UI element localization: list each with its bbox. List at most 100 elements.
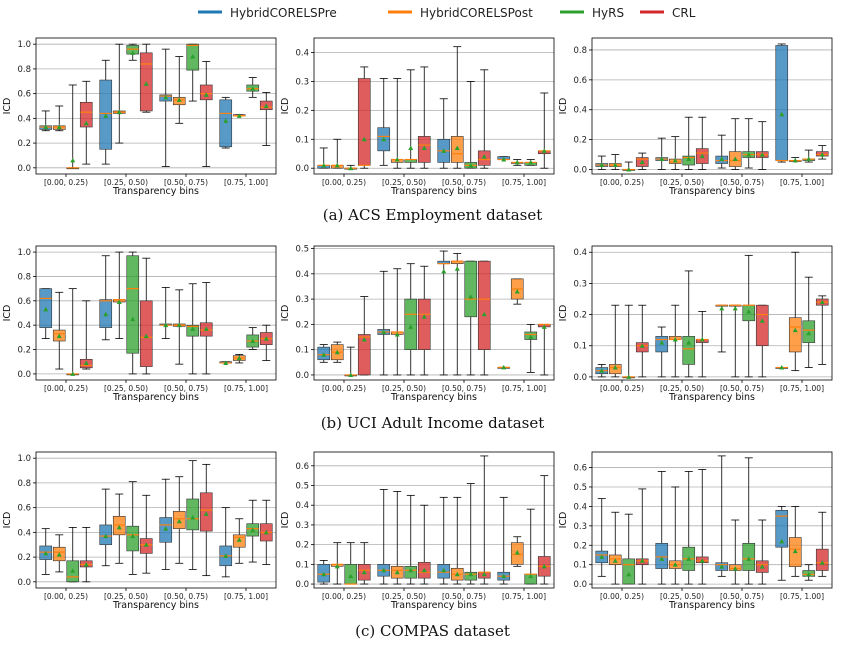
- box-4-1-2: [450, 253, 464, 376]
- mean-marker: [56, 333, 62, 339]
- box-6-2-3: [246, 499, 260, 563]
- box-3-0-0: [39, 288, 53, 339]
- xtick-label-4-2: [0.50, 0.75): [442, 384, 486, 393]
- mean-marker: [250, 338, 256, 344]
- mean-marker: [116, 524, 122, 530]
- caption-b: (b) UCI Adult Income dataset: [320, 414, 545, 432]
- mean-marker: [672, 158, 678, 163]
- box-1-0-3: [497, 156, 511, 162]
- mean-marker: [130, 533, 136, 539]
- box-0-3-1: [139, 43, 153, 113]
- mean-marker: [626, 167, 632, 172]
- box-0-2-0: [66, 84, 80, 170]
- mean-marker: [143, 81, 149, 86]
- mean-marker: [263, 103, 269, 108]
- xtick-label-0-0: [0.00, 0.25): [44, 178, 88, 187]
- mean-marker: [43, 550, 49, 556]
- box-4-0-3: [497, 364, 511, 370]
- box-1-1-0: [330, 138, 344, 169]
- x-axis-label-1: Transparency bins: [390, 186, 477, 197]
- box-5-3-2: [755, 304, 769, 378]
- box-7-1-2: [450, 496, 464, 585]
- box-iqr: [682, 336, 696, 365]
- box-4-3-2: [477, 260, 491, 376]
- x-axis-label-3: Transparency bins: [112, 392, 199, 403]
- mean-marker: [408, 324, 414, 329]
- box-6-1-2: [172, 476, 186, 564]
- mean-marker: [481, 311, 487, 317]
- mean-marker: [236, 355, 242, 361]
- mean-marker: [659, 156, 665, 162]
- xtick-label-3-0: [0.00, 0.25): [44, 384, 88, 393]
- box-4-0-1: [377, 270, 391, 376]
- box-0-0-3: [219, 96, 233, 149]
- mean-marker: [541, 324, 547, 329]
- mean-marker: [361, 337, 367, 342]
- axes-frame: [591, 451, 833, 589]
- box-6-3-3: [259, 499, 273, 565]
- xtick-label-3-1: [0.25, 0.50): [104, 384, 148, 393]
- box-0-1-0: [52, 105, 66, 132]
- y-axis-label-5: ICD: [558, 305, 569, 322]
- mean-marker: [381, 567, 387, 573]
- box-iqr: [186, 498, 200, 531]
- axes-frame: [313, 245, 555, 381]
- box-iqr: [357, 78, 371, 166]
- ytick-label-0-1: 0.2: [17, 139, 31, 149]
- box-4-0-2: [437, 250, 451, 376]
- box-7-1-0: [330, 542, 344, 585]
- mean-marker: [190, 515, 196, 520]
- legend-label-0: HybridCORELSPre: [230, 6, 337, 20]
- box-2-0-0: [595, 155, 609, 170]
- panel-7: 0.0 0.1 0.2 0.3 0.4 0.5 0.6 [0.00, 0.25) [0.25, …: [280, 451, 555, 611]
- y-axis-label-7: ICD: [280, 512, 291, 529]
- x-axis-label-7: Transparency bins: [390, 600, 477, 611]
- ytick-label-2-0: 0.0: [573, 166, 587, 176]
- mean-marker: [321, 352, 327, 357]
- mean-marker: [421, 314, 427, 319]
- box-4-2-0: [344, 346, 358, 377]
- mean-marker: [203, 511, 209, 516]
- mean-marker: [43, 124, 49, 130]
- axes-frame: [591, 245, 833, 381]
- xtick-label-3-2: [0.50, 0.75): [164, 384, 208, 393]
- mean-marker: [514, 550, 520, 555]
- ytick-label-8-6: 0.6: [573, 464, 587, 474]
- mean-marker: [334, 162, 340, 168]
- xtick-label-8-2: [0.50, 0.75): [720, 592, 764, 601]
- mean-marker: [83, 120, 89, 126]
- box-3-3-1: [139, 257, 153, 375]
- xtick-label-1-2: [0.50, 0.75): [442, 178, 486, 187]
- box-4-1-3: [510, 278, 524, 305]
- box-4-1-1: [390, 268, 404, 376]
- box-0-3-3: [259, 92, 273, 146]
- mean-marker: [819, 299, 825, 305]
- box-7-0-3: [497, 496, 511, 585]
- box-iqr: [126, 255, 140, 354]
- box-4-0-0: [317, 344, 331, 363]
- box-6-2-0: [66, 527, 80, 583]
- box-iqr: [219, 99, 233, 148]
- ytick-label-6-3: 0.6: [17, 504, 31, 514]
- mean-marker: [719, 564, 725, 569]
- xtick-label-6-0: [0.00, 0.25): [44, 592, 88, 601]
- x-axis-label-2: Transparency bins: [668, 186, 755, 197]
- box-6-1-0: [52, 534, 66, 573]
- ytick-label-0-0: 0.0: [17, 164, 31, 174]
- box-7-0-2: [437, 496, 451, 585]
- box-5-0-2: [715, 304, 729, 353]
- legend-label-3: CRL: [672, 6, 696, 20]
- mean-marker: [334, 563, 340, 569]
- legend-label-2: HyRS: [592, 6, 624, 20]
- ytick-label-8-4: 0.4: [573, 502, 587, 512]
- mean-marker: [70, 371, 76, 376]
- mean-marker: [361, 136, 367, 142]
- box-1-0-2: [437, 98, 451, 169]
- y-axis-label-1: ICD: [280, 98, 291, 115]
- ytick-label-8-0: 0.0: [573, 580, 587, 590]
- box-5-0-3: [775, 365, 789, 370]
- box-1-1-3: [510, 159, 524, 166]
- mean-marker: [468, 294, 474, 299]
- mean-marker: [43, 306, 49, 312]
- mean-marker: [481, 154, 487, 159]
